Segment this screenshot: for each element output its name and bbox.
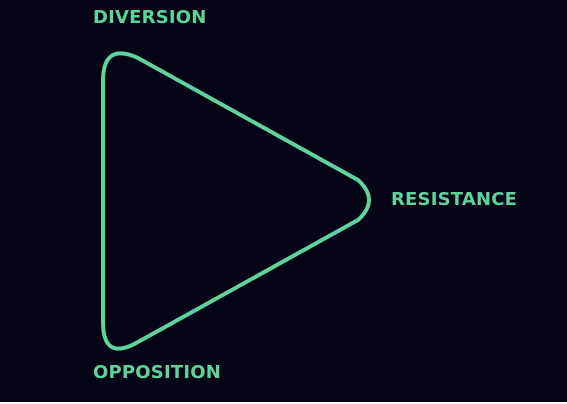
vertex-label-opposition: OPPOSITION [93, 362, 221, 383]
vertex-label-diversion: DIVERSION [93, 7, 207, 28]
vertex-label-resistance: RESISTANCE [391, 189, 518, 210]
triangle-outline [101, 51, 371, 351]
